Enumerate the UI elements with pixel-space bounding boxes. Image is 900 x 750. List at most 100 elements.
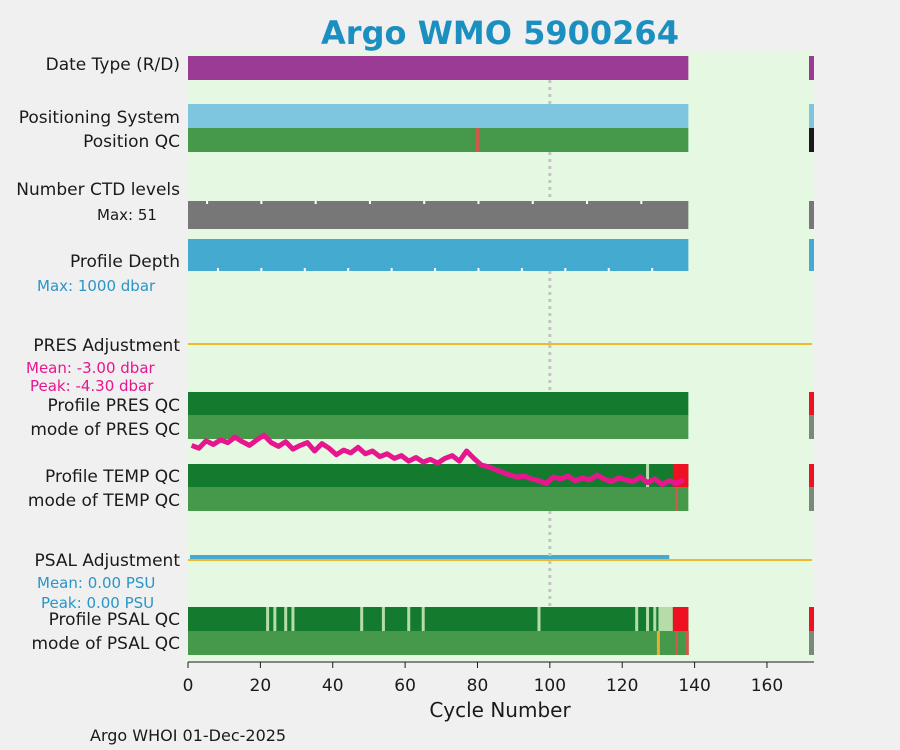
marker-profile-pres-qc xyxy=(809,392,814,415)
depth-notch xyxy=(347,268,350,271)
psal-adjustment-band xyxy=(190,555,670,559)
marker-date-type xyxy=(809,56,814,80)
bar-mode-pres-qc xyxy=(188,415,689,439)
mode-temp-red xyxy=(674,487,678,511)
marker-number-ctd-levels xyxy=(809,201,814,229)
psal-qc-light xyxy=(284,607,288,631)
bar-positioning-system xyxy=(188,104,689,128)
x-tick-label: 160 xyxy=(751,676,783,696)
bar-profile-pres-qc xyxy=(188,392,689,415)
depth-notch xyxy=(651,268,654,271)
row-label-profile-temp-qc: Profile TEMP QC xyxy=(45,467,180,487)
line-pres-adjustment xyxy=(188,343,812,345)
ctd-notch xyxy=(368,201,371,204)
psal-qc-light xyxy=(646,607,650,631)
mode-psal-red xyxy=(685,631,689,655)
status-bars xyxy=(188,56,814,655)
psal-qc-light xyxy=(273,607,277,631)
row-label-psal-adjustment: PSAL Adjustment xyxy=(35,551,181,571)
pres-adjustment-line xyxy=(190,432,685,487)
x-axis-label: Cycle Number xyxy=(429,698,571,722)
depth-notch xyxy=(303,268,306,271)
bar-mode-temp-qc xyxy=(188,487,689,511)
line-psal-adjustment xyxy=(188,559,812,561)
bar-mode-psal-qc xyxy=(188,631,689,655)
x-tick-label: 140 xyxy=(678,676,710,696)
bar-number-ctd-levels xyxy=(188,201,689,229)
ctd-notch xyxy=(423,201,426,204)
marker-profile-temp-qc xyxy=(809,464,814,487)
mode-psal-red xyxy=(674,631,678,655)
ctd-notch xyxy=(314,201,317,204)
psal-mean-annotation: Mean: 0.00 PSU xyxy=(37,574,155,592)
ctd-notch xyxy=(640,201,643,204)
marker-mode-psal-qc xyxy=(809,631,814,655)
marker-position-qc xyxy=(809,128,814,152)
ctd-notch xyxy=(477,201,480,204)
psal-qc-light xyxy=(537,607,541,631)
pres-mean-annotation: Mean: -3.00 dbar xyxy=(26,359,156,377)
row-label-mode-psal-qc: mode of PSAL QC xyxy=(31,634,180,654)
x-tick-label: 120 xyxy=(606,676,638,696)
psal-qc-light xyxy=(421,607,425,631)
x-tick-label: 60 xyxy=(394,676,416,696)
row-label-profile-psal-qc: Profile PSAL QC xyxy=(49,610,180,630)
row-label-date-type: Date Type (R/D) xyxy=(46,55,180,75)
row-label-position-qc: Position QC xyxy=(83,132,180,152)
footer-text: Argo WHOI 01-Dec-2025 xyxy=(90,726,286,745)
row-label-positioning-system: Positioning System xyxy=(19,108,180,128)
psal-qc-light xyxy=(291,607,295,631)
depth-notch xyxy=(390,268,393,271)
marker-profile-depth xyxy=(809,239,814,271)
position-qc-flag xyxy=(475,128,479,152)
bar-profile-temp-qc xyxy=(188,464,689,487)
mode-psal-orange xyxy=(656,631,660,655)
depth-notch xyxy=(434,268,437,271)
psal-qc-light xyxy=(266,607,270,631)
depth-notch xyxy=(216,268,219,271)
psal-qc-light xyxy=(635,607,639,631)
psal-qc-red xyxy=(672,607,689,631)
psal-qc-light xyxy=(407,607,411,631)
bar-date-type xyxy=(188,56,689,80)
bar-profile-depth xyxy=(188,239,689,271)
ctd-notch xyxy=(531,201,534,204)
bar-profile-psal-qc xyxy=(188,607,689,631)
ctd-notch xyxy=(260,201,263,204)
psal-qc-light xyxy=(360,607,364,631)
marker-mode-temp-qc xyxy=(809,487,814,511)
depth-notch xyxy=(520,268,523,271)
marker-mode-pres-qc xyxy=(809,415,814,439)
temp-qc-light xyxy=(646,464,650,487)
row-label-mode-temp-qc: mode of TEMP QC xyxy=(28,491,180,511)
bar-position-qc xyxy=(188,128,689,152)
psal-qc-light xyxy=(653,607,657,631)
marker-positioning-system xyxy=(809,104,814,128)
ctd-notch xyxy=(206,201,209,204)
depth-notch xyxy=(607,268,610,271)
x-tick-label: 100 xyxy=(534,676,566,696)
x-tick-label: 0 xyxy=(183,676,194,696)
depth-notch xyxy=(260,268,263,271)
depth-max-annotation: Max: 1000 dbar xyxy=(37,277,156,295)
psal-peak-annotation: Peak: 0.00 PSU xyxy=(41,594,154,612)
row-label-mode-pres-qc: mode of PRES QC xyxy=(30,420,180,440)
pres-adjustment-series xyxy=(190,432,685,487)
depth-notch xyxy=(564,268,567,271)
row-label-profile-depth: Profile Depth xyxy=(70,252,180,272)
ctd-max-annotation: Max: 51 xyxy=(97,206,157,224)
x-tick-label: 40 xyxy=(322,676,344,696)
x-tick-label: 20 xyxy=(250,676,272,696)
pres-peak-annotation: Peak: -4.30 dbar xyxy=(30,377,154,395)
marker-profile-psal-qc xyxy=(809,607,814,631)
row-label-pres-adjustment: PRES Adjustment xyxy=(33,336,180,356)
x-tick-label: 80 xyxy=(467,676,489,696)
chart-title: Argo WMO 5900264 xyxy=(321,14,679,52)
psal-qc-light xyxy=(381,607,385,631)
row-label-profile-pres-qc: Profile PRES QC xyxy=(47,396,180,416)
ctd-notch xyxy=(586,201,589,204)
row-label-number-ctd-levels: Number CTD levels xyxy=(16,180,180,200)
x-axis: 0 20 40 60 80 100 120 140 160 xyxy=(183,661,814,696)
psal-qc-lightblock xyxy=(658,607,673,631)
